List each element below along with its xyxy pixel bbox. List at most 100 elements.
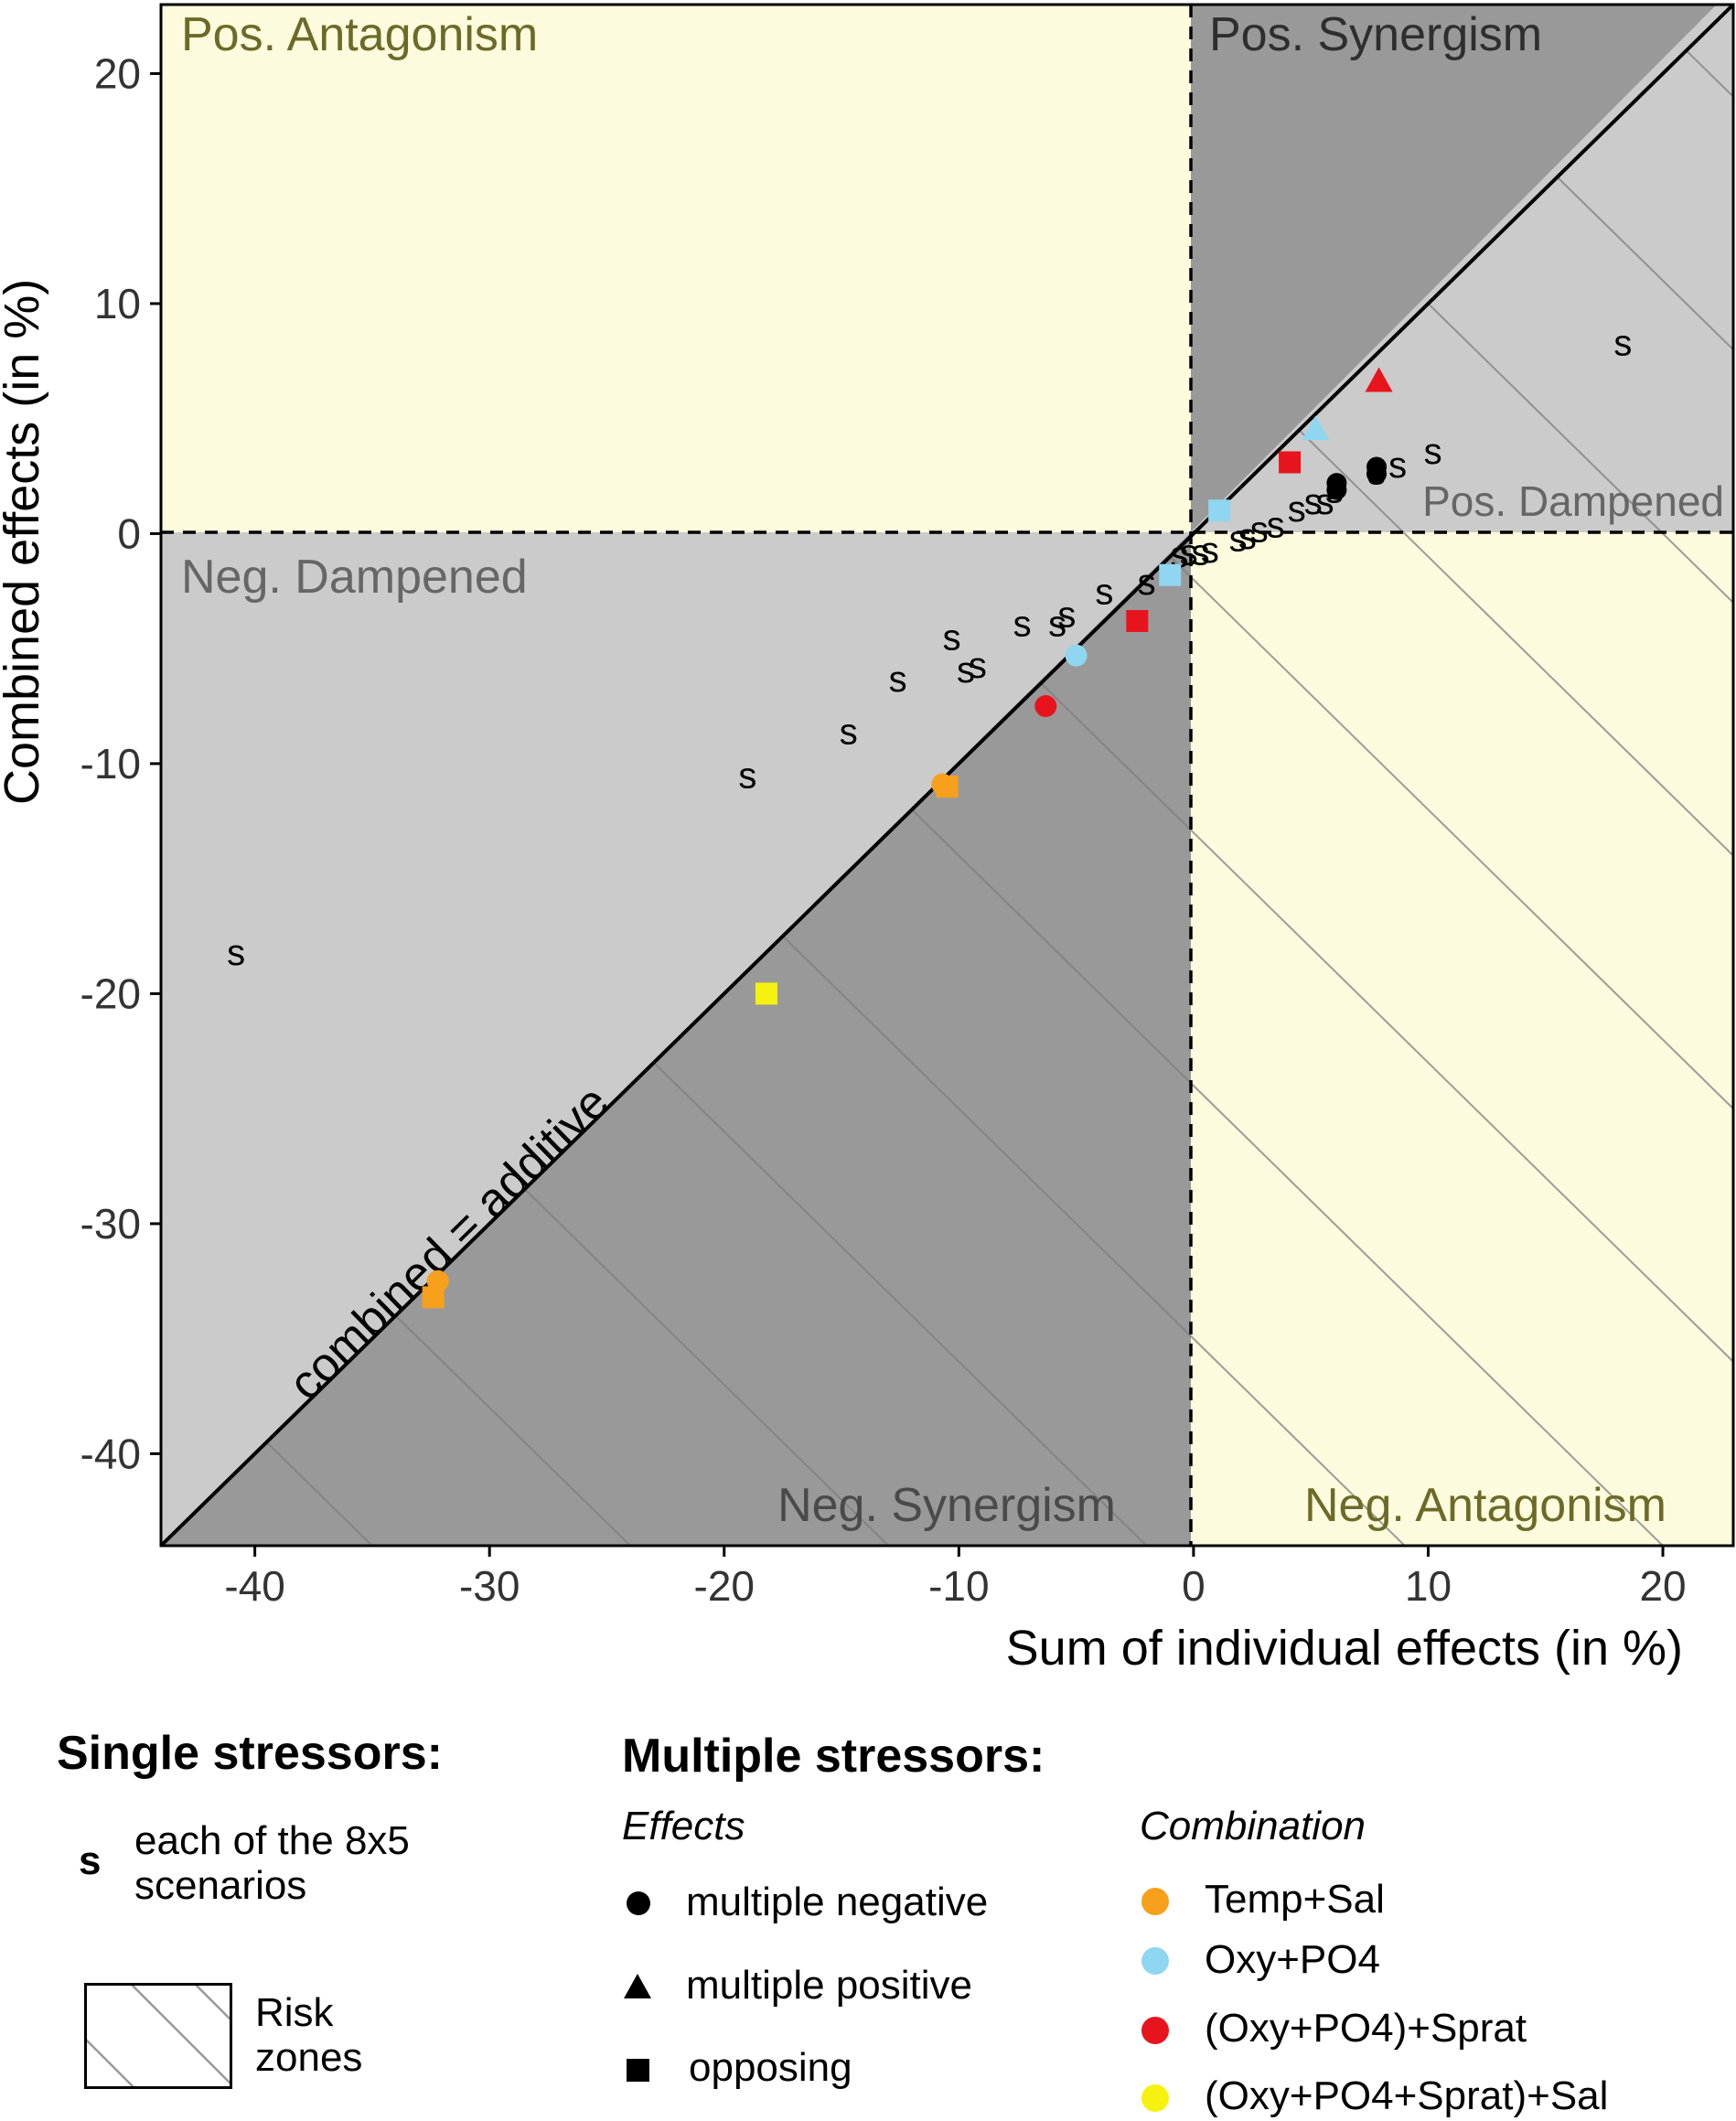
combination-point [936,776,959,798]
y-tick-label: -30 [80,1200,141,1248]
risk-hatch-line [161,5,1265,1546]
single-stressor-point: s [1367,453,1386,493]
multiple-stressor-point [1366,456,1388,477]
y-tick-label: 20 [94,49,141,97]
legend-combination-0: Temp+Sal [1205,1877,1385,1922]
combination-point [1302,415,1330,441]
zone-label-neg-synergism: Neg. Synergism [777,1479,1116,1532]
single-stressor-point: s [1325,471,1344,511]
y-tick-label: 0 [117,509,141,557]
zone-neg-antagonism [1191,532,1733,1546]
y-tick-label: -40 [80,1430,141,1477]
legend-single-desc: each of the 8x5 scenarios [134,1818,410,1908]
single-stressor-point: s [1316,482,1334,522]
single-stressor-point: s [1238,517,1257,557]
x-tick-label: 10 [1405,1562,1452,1610]
y-tick-label: -20 [80,969,141,1017]
legend-risk-zone-swatch [84,1983,232,2089]
single-stressor-point: s [1048,605,1066,645]
zone-label-neg-antagonism: Neg. Antagonism [1304,1479,1666,1532]
zone-label-pos-antagonism: Pos. Antagonism [181,8,538,61]
legend-color-oxy-po4 [1141,1947,1169,1975]
legend-color-oxy-po4-sprat-sal [1141,2084,1169,2112]
single-stressor-point: s [1250,509,1269,550]
x-tick-label: -20 [694,1562,755,1610]
single-stressor-point: s [1613,324,1632,364]
x-tick-label: -10 [928,1562,989,1610]
legend-triangle-icon [624,1974,651,1998]
y-tick-label: -10 [80,740,141,787]
combination-point [1159,563,1182,586]
legend-combination-1: Oxy+PO4 [1205,1937,1380,1982]
legend-single-desc-line1: each of the 8x5 [134,1818,410,1863]
legend-risk-line1: Risk [255,1990,334,2035]
legend-single-desc-line2: scenarios [134,1863,307,1908]
x-axis-label: Sum of individual effects (in %) [1006,1621,1683,1676]
legend-effect-2: opposing [689,2045,852,2090]
risk-hatch-line [161,5,749,1546]
zone-label-neg-dampened: Neg. Dampened [181,551,528,604]
single-stressor-point: s [1201,530,1219,571]
single-stressor-point: s [943,618,961,659]
single-stressor-point: s [1304,482,1323,522]
single-stressor-point: s [1388,445,1407,486]
multiple-stressor-point [1326,473,1347,494]
legend-combination-title: Combination [1140,1804,1366,1848]
zone-label-pos-dampened: Pos. Dampened [1422,477,1724,525]
combination-point [1279,451,1302,474]
legend-color-temp-sal [1141,1888,1169,1915]
legend-single-title: Single stressors: [57,1727,443,1780]
risk-hatch-line [161,5,1523,1546]
x-tick-label: -30 [459,1562,520,1610]
plot-frame [159,3,1735,1548]
single-stressor-point: s [840,712,858,753]
combination-point [1365,367,1393,392]
legend-circle-icon [627,1891,650,1915]
legend-effects-title: Effects [622,1804,745,1848]
legend-risk-line2: zones [255,2035,363,2080]
single-stressor-point: s [1180,533,1198,573]
single-stressor-point: s [1138,562,1156,603]
legend-combination-3: (Oxy+PO4+Sprat)+Sal [1205,2073,1609,2118]
single-stressor-point: s [1267,505,1285,545]
y-axis-label: Combined effects (in %) [0,279,49,805]
combination-point [1126,610,1149,632]
zone-label-pos-synergism: Pos. Synergism [1209,8,1542,61]
single-stressor-point: s [1095,572,1113,612]
zone-pos-antagonism [161,5,1191,532]
y-tick-label: 10 [94,280,141,327]
legend-single-symbol: s [79,1838,102,1883]
single-stressor-point: s [738,756,756,797]
x-tick-label: -40 [224,1562,284,1610]
legend-risk-text: Risk zones [255,1990,362,2080]
combination-point [422,1286,445,1309]
combination-point [1065,644,1088,667]
single-stressor-point: s [1229,519,1248,559]
risk-hatch-line [161,5,1007,1546]
legend-color-oxy-po4-sprat [1141,2017,1169,2044]
y-axis-ticks: -40 -30 -20 -10 0 10 20 [80,49,161,1477]
scatter-chart: Pos. Antagonism Pos. Synergism Pos. Damp… [0,3,1735,1676]
legend-multiple-title: Multiple stressors: [622,1730,1045,1783]
single-stressor-point: s [969,646,987,686]
legend-square-icon [627,2059,649,2082]
single-stressor-point: s [1424,432,1442,472]
single-stressor-point: s [889,659,907,700]
single-stressor-point: s [1192,533,1210,573]
single-stressor-point: s [1367,445,1386,486]
single-stressor-point: s [957,650,975,691]
combination-point [1208,499,1231,522]
single-stressor-point: s [1057,595,1076,635]
risk-hatch-line [161,5,1733,1546]
combination-point [1034,695,1057,718]
legend-combination-2: (Oxy+PO4)+Sprat [1205,2006,1527,2051]
legend-effect-1: multiple positive [686,1963,973,2008]
combination-point [755,982,777,1005]
single-stressor-point: s [1288,489,1306,530]
single-stressor-point: s [227,933,245,973]
x-axis-ticks: -40 -30 -20 -10 0 10 20 [224,1546,1687,1610]
x-tick-label: 20 [1639,1562,1686,1610]
legend-effect-0: multiple negative [686,1880,989,1924]
x-tick-label: 0 [1182,1562,1206,1610]
